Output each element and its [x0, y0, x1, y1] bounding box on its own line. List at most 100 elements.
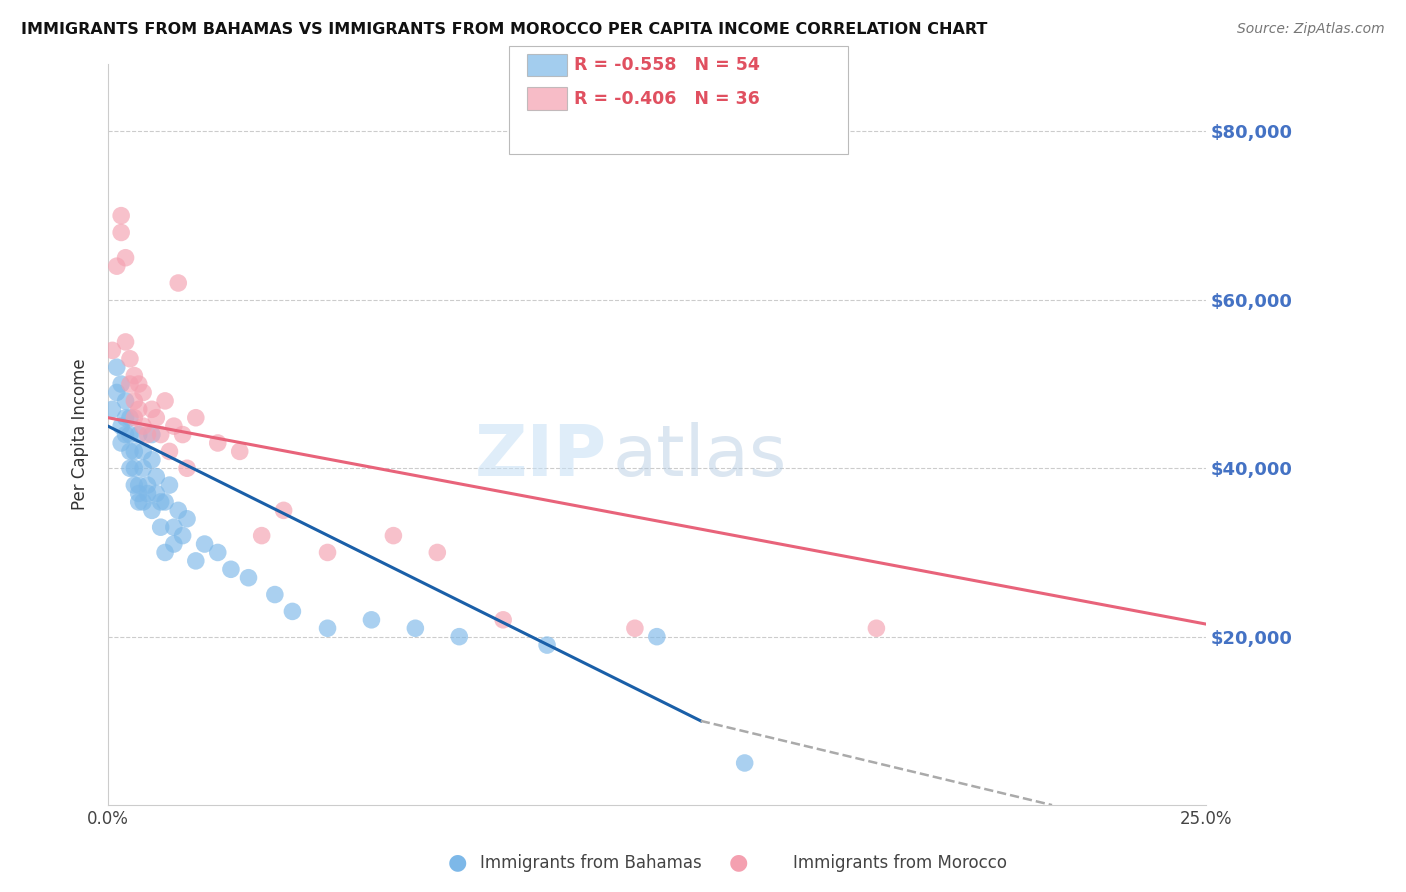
Point: [316, 621, 339, 635]
Point: [132, 444, 155, 458]
Point: [118, 461, 141, 475]
Point: [128, 486, 150, 500]
Text: atlas: atlas: [613, 422, 787, 491]
Point: [118, 410, 141, 425]
Point: [105, 360, 128, 375]
Point: [136, 486, 159, 500]
Point: [149, 495, 172, 509]
Point: [238, 571, 260, 585]
Text: ●: ●: [728, 853, 748, 872]
Point: [426, 545, 449, 559]
Point: [176, 461, 198, 475]
Point: [124, 393, 146, 408]
Point: [110, 419, 132, 434]
Y-axis label: Per Capita Income: Per Capita Income: [72, 359, 89, 510]
Point: [263, 588, 285, 602]
Point: [145, 410, 167, 425]
Point: [159, 478, 181, 492]
Point: [449, 630, 471, 644]
Point: [250, 528, 273, 542]
Point: [101, 402, 124, 417]
Point: [118, 351, 141, 366]
Point: [865, 621, 887, 635]
Point: [316, 545, 339, 559]
Point: [118, 444, 141, 458]
Point: [404, 621, 426, 635]
Point: [141, 503, 163, 517]
Point: [149, 427, 172, 442]
Point: [159, 444, 181, 458]
Text: R = -0.558   N = 54: R = -0.558 N = 54: [574, 55, 759, 74]
Point: [110, 377, 132, 392]
Point: [124, 368, 146, 383]
Point: [114, 410, 136, 425]
Point: [128, 495, 150, 509]
Point: [124, 444, 146, 458]
Text: Immigrants from Bahamas: Immigrants from Bahamas: [479, 854, 702, 871]
Point: [281, 604, 304, 618]
Point: [105, 259, 128, 273]
Point: [228, 444, 250, 458]
Point: [141, 427, 163, 442]
Point: [145, 486, 167, 500]
Point: [153, 495, 176, 509]
Text: Source: ZipAtlas.com: Source: ZipAtlas.com: [1237, 22, 1385, 37]
Text: Immigrants from Morocco: Immigrants from Morocco: [793, 854, 1007, 871]
Point: [145, 469, 167, 483]
Point: [128, 377, 150, 392]
Point: [153, 545, 176, 559]
Point: [141, 453, 163, 467]
Point: [184, 554, 207, 568]
Point: [360, 613, 382, 627]
Text: R = -0.406   N = 36: R = -0.406 N = 36: [574, 89, 759, 108]
Point: [219, 562, 242, 576]
Point: [114, 334, 136, 349]
Point: [132, 385, 155, 400]
Point: [128, 427, 150, 442]
Point: [624, 621, 647, 635]
Point: [141, 402, 163, 417]
Point: [536, 638, 558, 652]
Point: [124, 410, 146, 425]
Point: [163, 520, 186, 534]
Text: IMMIGRANTS FROM BAHAMAS VS IMMIGRANTS FROM MOROCCO PER CAPITA INCOME CORRELATION: IMMIGRANTS FROM BAHAMAS VS IMMIGRANTS FR…: [21, 22, 987, 37]
Point: [105, 385, 128, 400]
Text: ●: ●: [447, 853, 467, 872]
Point: [184, 410, 207, 425]
Point: [172, 528, 194, 542]
Point: [163, 419, 186, 434]
Point: [207, 545, 229, 559]
Point: [118, 377, 141, 392]
Point: [132, 495, 155, 509]
Point: [382, 528, 405, 542]
Point: [132, 461, 155, 475]
Point: [492, 613, 515, 627]
Point: [207, 436, 229, 450]
Point: [110, 436, 132, 450]
Point: [114, 393, 136, 408]
Point: [114, 427, 136, 442]
Point: [101, 343, 124, 358]
Point: [124, 461, 146, 475]
Point: [172, 427, 194, 442]
Point: [163, 537, 186, 551]
Point: [176, 512, 198, 526]
Point: [110, 209, 132, 223]
Point: [167, 276, 190, 290]
Point: [136, 427, 159, 442]
Point: [114, 251, 136, 265]
Point: [118, 427, 141, 442]
Point: [734, 756, 756, 770]
Point: [149, 520, 172, 534]
Point: [128, 402, 150, 417]
Point: [645, 630, 668, 644]
Point: [124, 478, 146, 492]
Point: [273, 503, 295, 517]
Point: [153, 393, 176, 408]
Point: [167, 503, 190, 517]
Point: [110, 226, 132, 240]
Text: ZIP: ZIP: [475, 422, 607, 491]
Point: [128, 478, 150, 492]
Point: [136, 478, 159, 492]
Point: [132, 419, 155, 434]
